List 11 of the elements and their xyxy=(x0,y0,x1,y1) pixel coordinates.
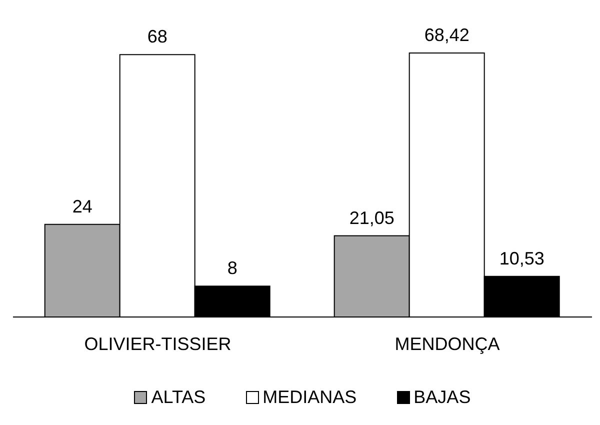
legend-label: MEDIANAS xyxy=(262,387,357,408)
data-label: 24 xyxy=(72,196,92,216)
data-label: 10,53 xyxy=(499,248,544,268)
data-label: 21,05 xyxy=(349,208,394,228)
legend-label: BAJAS xyxy=(414,387,471,408)
x-tick-label: MENDONÇA xyxy=(394,334,500,354)
data-label: 68 xyxy=(147,26,168,47)
x-tick-label: OLIVIER-TISSIER xyxy=(84,334,232,354)
data-label: 68,42 xyxy=(424,25,470,45)
data-label: 8 xyxy=(227,258,238,278)
legend-label: ALTAS xyxy=(151,387,206,408)
